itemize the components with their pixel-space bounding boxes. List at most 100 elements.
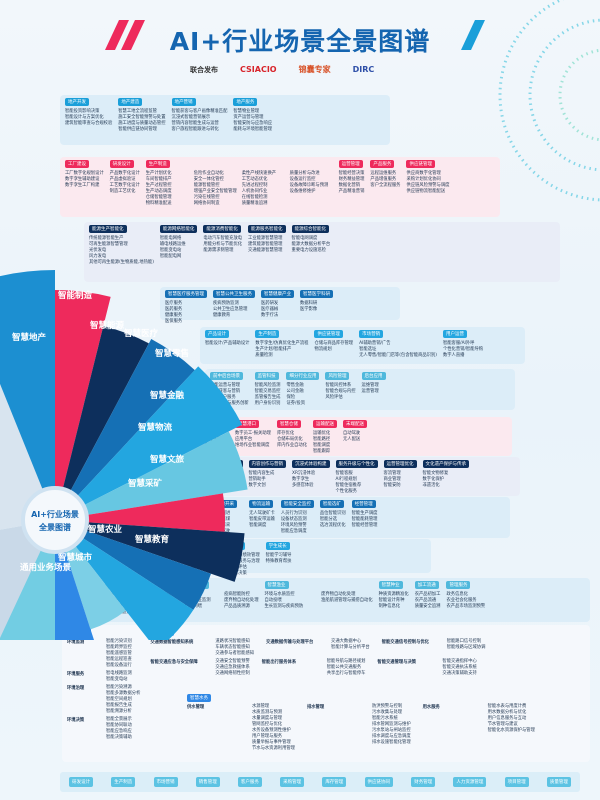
scenario-item: 用水数据分析与优化 xyxy=(487,710,527,715)
scenario-item: 证券/投资 xyxy=(286,400,306,406)
item-list: 环境与水质监控 自动投喂 生长监测与疾病预防 废弃物自动化处理 渔船航道管理与捕捞自动化 xyxy=(265,592,373,610)
city-subgroup: 智能交通信号控制与优化 智能路口信号控制 智能线路与区域协调 xyxy=(382,639,486,657)
scenario-item: 数字人直播 xyxy=(442,352,465,358)
scenario-group: 能源网络智能化 智能电网络 输电线路运维 智能变电站 智能配电网 xyxy=(159,225,198,279)
city-subgroup: 用水服务 智能水表与用度计费 用水数据分析与优化 用户信息服务与互动 节水管理与建议 智能… xyxy=(423,704,535,752)
group-header: 生产制造 xyxy=(255,330,280,338)
scenario-item: 智能交通执法系统 xyxy=(442,664,477,670)
scenario-group: 能源综合智能化 智能电网调度 能源大数据分析平台 重要电力设施巡检 xyxy=(291,225,330,279)
scenario-item: 先进过程控制 xyxy=(241,182,268,188)
scenario-item: 水源管理 xyxy=(252,704,270,709)
hub-circle xyxy=(21,486,89,554)
fan-label[interactable]: 智慧农业 xyxy=(87,524,123,535)
group-header: 沉浸式体验构建 xyxy=(292,460,330,468)
scenario-item: 交通决策辅助支持 xyxy=(442,670,477,676)
item-list: 智能文物修复 数字化保护 非遗活化 xyxy=(423,471,470,489)
general-business-tags: 研发设计 生产制造 市场营销 销售管理 客户服务 采购管理 库存管理 供应链协同 财务管理 人力资… xyxy=(60,772,580,792)
group-header: 生产制造 xyxy=(145,160,170,168)
fan-label[interactable]: 智慧物流 xyxy=(137,422,173,433)
scenario-item: 运维管理 xyxy=(361,382,379,388)
scenario-item: 风力发电 xyxy=(89,253,107,259)
scenario-item: 智能设计/产品辅助设计 xyxy=(205,340,250,346)
item-list: AI辅助营销/广告 智能选址 无人零售/智能门店等(包含智能商品识别) xyxy=(359,341,437,359)
scenario-group: 智慧医疗服务管理医疗服务 医药服务 健康服务 医保服务 xyxy=(165,290,207,324)
item-list: 种质资源精准化 智能设计育种 制种信息化 xyxy=(379,592,409,610)
scenario-item: 风险评估 xyxy=(325,394,343,400)
fan-wedge xyxy=(55,520,212,610)
fan-label[interactable]: 智慧教育 xyxy=(134,534,170,545)
scenario-item: 道路状况智能感知 xyxy=(215,638,250,644)
group-header: 地产服务 xyxy=(233,98,258,106)
scenario-item: 智能客服/AI外呼 xyxy=(442,340,475,346)
scenario-group: 加工流通 农产品初加工 农产品流通 质量安全追溯 xyxy=(414,581,440,619)
scenario-item: 选冶流程优化 xyxy=(319,522,346,528)
fan-label[interactable]: 通用业务场景 xyxy=(20,562,72,573)
item-list: 智能水表与用度计费 用水数据分析与优化 用户信息服务与互动 节水管理与建议 智能化水资源… xyxy=(488,704,535,734)
scenario-item: 无人零售/智能门店等(包含智能商品识别) xyxy=(359,352,437,358)
item-list: 医疗服务 医药服务 健康服务 医保服务 xyxy=(165,301,207,325)
scenario-item: 库存优化 xyxy=(276,430,295,436)
scenario-item: 客户全流程服务 xyxy=(370,182,401,188)
scenario-item: 生产动态调度 xyxy=(145,188,172,194)
scenario-item: 生产计划/智能排产 xyxy=(255,346,292,352)
scenario-group: 产品服务 远程运维服务 产品增值服务 客户全流程服务 xyxy=(370,160,400,214)
scenario-item: 自动驾驶 xyxy=(343,430,361,436)
scenario-item: 设备状态监测 xyxy=(280,516,307,522)
scenario-item: 智能经营决策 xyxy=(338,170,365,176)
scenario-group: 运营管理 智能经营决策 财务精益管理 数据化营销 产品精准营销 xyxy=(338,160,365,214)
subgroup-label: 环境治理 xyxy=(67,685,85,691)
fan-label[interactable]: 智慧城市 xyxy=(57,552,93,563)
group-header: 内容创作与营销 xyxy=(248,460,286,468)
fan-label[interactable]: 智慧能源 xyxy=(89,320,125,331)
item-list: 医药研发 医疗器械 数字疗法 xyxy=(261,301,294,319)
item-list: 工厂数字化规划设计 数字孪生辅助建设 数字孪生工厂构建 xyxy=(65,171,104,189)
item-list: 品位智能识别 智能分选 选冶流程优化 xyxy=(320,511,346,529)
fan-label[interactable]: 智慧金融 xyxy=(149,390,185,401)
scenario-item: 仓储布局优化 xyxy=(276,436,303,442)
general-tag: 供应链协同 xyxy=(364,777,394,787)
fan-label[interactable]: 智慧地产 xyxy=(11,332,47,343)
scenario-group: 智慧种业 种质资源精准化 智能设计育种 制种信息化 xyxy=(378,581,409,619)
scenario-item: 医学影像 xyxy=(300,306,318,312)
scenario-item: 数字疗法 xyxy=(261,312,279,318)
scenario-item: 交通参与者智能感知 xyxy=(215,650,255,656)
item-list: 交通安全智能预警 交通应急救援体系 交通网络韧性控制 xyxy=(215,659,249,677)
scenario-item: 智能化水资源保护与管理 xyxy=(487,728,535,733)
fan-label[interactable]: 智慧医疗 xyxy=(123,328,159,339)
fan-label[interactable]: 智能制造 xyxy=(57,290,93,301)
item-list: 智能污染识别 智能跨界监控 智能遥感监管 智能远程巡查 智能设备运行 xyxy=(106,639,132,669)
scenario-group: 智能选矿 品位智能识别 智能分选 选冶流程优化 xyxy=(319,500,346,535)
fan-label[interactable]: 智慧零售 xyxy=(154,348,189,359)
scenario-item: 交通大数据中心 xyxy=(331,638,362,644)
fan-label[interactable]: 智慧文旅 xyxy=(149,454,185,465)
general-tag: 库存管理 xyxy=(322,777,347,787)
scenario-item: 智能远程巡查 xyxy=(106,656,132,662)
scenario-item: 电动汽车智能充放电 xyxy=(203,235,243,241)
scenario-item: 用户身份识别 xyxy=(254,400,281,406)
scenario-item: 政务信息化 xyxy=(446,591,468,597)
scenario-item: 数字孪生辅助建设 xyxy=(65,176,100,182)
scenario-item: 共享出行与智能停车 xyxy=(326,670,366,676)
scenario-item: 供应链物流智能配送 xyxy=(406,188,446,194)
jinnang-logo: 锦囊专家 xyxy=(298,65,331,74)
scenario-group: 文化遗产保护与传承 智能文物修复 数字化保护 非遗活化 xyxy=(422,460,470,493)
fan-label[interactable]: 智慧采矿 xyxy=(127,478,163,489)
scenario-item: 用能分析与节能优化 xyxy=(203,241,243,247)
scenario-group: 运营管理优化 客流管理 商业管理 智能安防 xyxy=(383,460,417,493)
city-subgroup: 供水管理 水源管理 水质监测与预测 水量调度与管理 管网监控与优化 水务设备预测性维护 用户… xyxy=(187,704,295,752)
item-list: 远程运维服务 产品增值服务 客户全流程服务 xyxy=(370,171,400,189)
publishers-row: 联合发布 CSIACIO 锦囊专家 DIRC xyxy=(190,64,374,75)
scenario-item: 数字孪生/仿真优化生产流程 xyxy=(255,340,309,346)
scenario-item: 智能客服 xyxy=(335,470,353,476)
item-list: 智能经营决策 财务精益管理 数据化营销 产品精准营销 xyxy=(339,171,365,195)
city-subgroup: 环境决策 智能全景展示 智能协同联动 智能应急响应 智能决策辅助 xyxy=(67,717,140,741)
scenario-item: 数字孪生工厂构建 xyxy=(65,182,100,188)
scenario-item: 智能皮带运输 xyxy=(249,516,275,522)
scenario-item: 在线智能检测 xyxy=(241,194,268,200)
group-header: 智慧医疗服务管理 xyxy=(165,290,207,298)
scenario-item: XR沉浸体验 xyxy=(292,470,316,476)
scenario-group: 生产制造 生产计划优化 车间智能排产 生产过程管控 生产动态调度 仓储智能管理 物料精准配送… xyxy=(145,160,333,214)
scenario-group: 工厂建设 工厂数字化规划设计 数字孪生辅助建设 数字孪生工厂构建 xyxy=(65,160,104,214)
group-header: 智慧仓储 xyxy=(276,420,301,428)
scenario-item: 堆场作业智能调度 xyxy=(235,442,270,448)
